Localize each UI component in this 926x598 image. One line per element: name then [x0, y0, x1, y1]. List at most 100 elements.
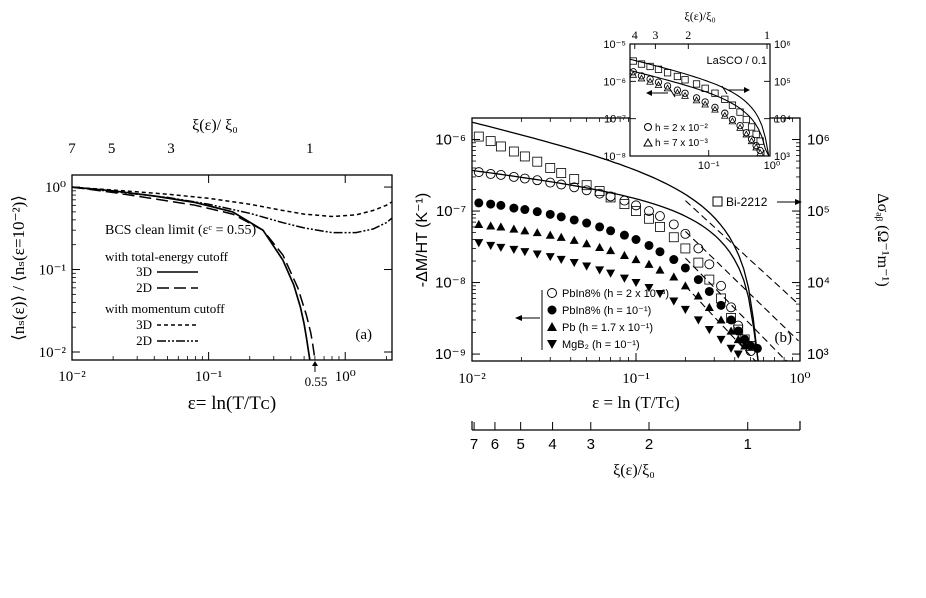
y-tick-label: 10⁻²	[39, 345, 67, 361]
legend-marker-filled-circle	[547, 305, 557, 315]
theory-curve-tail	[685, 200, 799, 305]
data-point-open-triangle	[629, 70, 638, 78]
data-point-filled-circle	[631, 235, 641, 244]
data-point-triangle-up	[474, 219, 484, 229]
data-point-filled-circle	[582, 218, 592, 228]
data-point-open-circle	[704, 259, 715, 270]
bi2212-legend-marker	[712, 196, 723, 207]
data-point-triangle-up	[545, 230, 555, 239]
inset-right-tick-label: 10⁴	[774, 114, 791, 126]
left-axis-arrowhead	[515, 315, 522, 321]
data-point-filled-circle	[752, 343, 762, 353]
data-point-open-triangle	[742, 130, 751, 138]
panel-a-x-ticks: 10⁻² 10⁻¹ 10⁰	[58, 175, 387, 385]
data-point-open-square	[673, 72, 682, 81]
inset-lasco-label: LaSCO / 0.1	[706, 55, 767, 67]
data-point-open-triangle	[736, 123, 744, 131]
inset-y-tick-label: 10⁻⁵	[603, 39, 626, 51]
data-point-triangle-up	[669, 272, 679, 281]
legend-title: BCS clean limit (εᶜ = 0.55)	[105, 223, 256, 238]
legend-entry-label: 3D	[136, 317, 152, 332]
panel-b-x-axis-label: ε = ln (T/Tᴄ)	[592, 393, 680, 412]
data-point-triangle-down	[680, 305, 690, 314]
panel-b-x-ticks: 10⁻² 10⁻¹ 10⁰	[458, 118, 811, 387]
data-point-open-circle	[736, 122, 744, 130]
y-tick-label: 10⁻⁹	[435, 346, 466, 363]
panel-a-top-ticks: 7 5 3 1	[68, 141, 313, 157]
data-point-filled-circle	[606, 226, 616, 236]
legend-marker-triangle-down	[547, 340, 557, 349]
data-point-open-square	[569, 174, 580, 184]
panel-b-legend: PbIn8% (h = 2 x 10⁻³) PbIn8% (h = 10⁻¹) …	[515, 288, 669, 351]
data-point-open-square	[747, 123, 756, 131]
data-point-open-triangle	[692, 96, 701, 104]
panel-b-label: (b)	[775, 330, 793, 346]
data-point-open-circle	[726, 302, 737, 313]
right-axis-arrowhead	[795, 199, 802, 205]
data-point-filled-circle	[532, 207, 542, 217]
data-point-triangle-down	[669, 297, 679, 306]
data-point-open-square	[752, 130, 760, 138]
panel-a-x-axis-label: ε= ln(T/Tᴄ)	[188, 393, 276, 414]
inset-break-mark	[721, 85, 728, 95]
data-point-triangle-down	[509, 245, 519, 254]
data-point-open-circle	[742, 129, 750, 137]
data-point-open-circle	[693, 243, 704, 254]
inset-right-tick-label: 10⁶	[774, 39, 791, 51]
data-point-open-square	[637, 60, 646, 68]
data-point-open-square	[581, 180, 592, 191]
data-point-open-triangle	[728, 117, 737, 125]
data-point-triangle-down	[556, 255, 566, 265]
data-point-filled-circle	[619, 230, 629, 240]
data-point-triangle-up	[680, 281, 690, 290]
inset-y-tick-label: 10⁻⁸	[603, 151, 626, 163]
data-point-triangle-down	[726, 344, 736, 353]
data-point-open-circle	[508, 171, 519, 182]
inset-right-tick-label: 10⁵	[774, 76, 791, 88]
data-point-open-square	[508, 146, 519, 157]
data-point-filled-circle	[569, 215, 579, 225]
data-point-open-square	[693, 257, 704, 268]
data-point-triangle-down	[520, 248, 530, 257]
data-point-triangle-up	[644, 259, 654, 268]
data-point-open-circle	[673, 86, 682, 94]
panel-a-ec-marker: 0.55	[305, 361, 327, 389]
data-point-open-triangle	[654, 80, 663, 88]
inset-y-tick-label: 10⁻⁷	[604, 114, 626, 126]
data-point-triangle-down	[631, 278, 641, 288]
data-point-open-circle	[711, 103, 719, 112]
data-point-triangle-down	[569, 259, 579, 268]
inset-legend-open-circle	[644, 123, 652, 131]
panel-a-frame	[71, 174, 393, 361]
data-point-open-circle	[473, 167, 484, 178]
curve-total-energy-2d	[71, 186, 317, 361]
inset-legend-open-triangle	[643, 137, 653, 147]
data-point-triangle-down	[474, 239, 484, 248]
data-point-open-triangle	[756, 149, 765, 157]
data-point-open-circle	[701, 98, 709, 106]
data-point-open-square	[742, 115, 750, 124]
inset-ticks: 10⁻⁵ 10⁶ 10⁻⁶ 10⁵ 10⁻⁷ 10⁴ 10⁻⁸ 10³ 10⁻¹ 10⁰ 4 3 2 1	[603, 28, 791, 172]
data-point-triangle-down	[532, 250, 542, 259]
panel-a: 10⁻² 10⁻¹ 10⁰ 10⁰ 10⁻¹ 10⁻² 7 5 3 1 ξ(ε)/ ξ₀ ε=…	[9, 117, 393, 414]
data-point-open-square	[654, 65, 663, 73]
panel-b-y-ticks: 10⁻⁶ 10⁻⁷ 10⁻⁸ 10⁻⁹	[435, 117, 480, 363]
xi-tick-label: 3	[587, 436, 595, 453]
data-point-filled-circle	[644, 240, 654, 250]
data-point-triangle-up	[486, 221, 496, 230]
data-point-filled-circle	[520, 205, 530, 215]
legend-group-momentum: with momentum cutoff	[105, 301, 225, 316]
inset-axis-arrows	[646, 85, 750, 98]
data-point-triangle-down	[486, 241, 496, 250]
theory-curve-tail	[685, 231, 799, 342]
inset-top-tick-label: 4	[632, 28, 638, 42]
panel-b-data-points	[473, 131, 762, 359]
data-point-open-triangle	[663, 84, 672, 92]
data-point-open-square	[733, 324, 744, 335]
data-point-triangle-up	[631, 255, 641, 264]
xi-tick-label: 7	[470, 436, 478, 453]
data-point-open-square	[745, 341, 756, 351]
data-point-triangle-up	[693, 291, 703, 300]
